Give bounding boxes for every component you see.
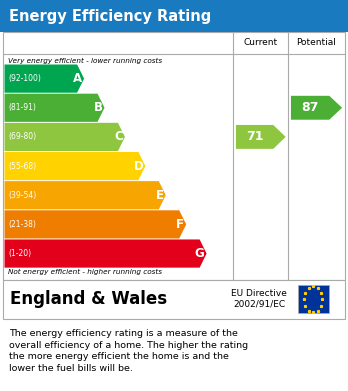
Polygon shape xyxy=(5,94,104,122)
Text: D: D xyxy=(134,160,143,172)
Text: (92-100): (92-100) xyxy=(9,74,41,83)
Bar xyxy=(3,280,345,319)
Text: Current: Current xyxy=(244,38,278,47)
Text: A: A xyxy=(73,72,82,85)
Polygon shape xyxy=(291,96,342,120)
Text: (81-91): (81-91) xyxy=(9,103,37,112)
Text: England & Wales: England & Wales xyxy=(10,290,168,308)
Text: G: G xyxy=(195,247,205,260)
Bar xyxy=(298,285,329,313)
Bar xyxy=(0,0,348,32)
Polygon shape xyxy=(5,181,166,209)
Text: (69-80): (69-80) xyxy=(9,133,37,142)
Text: (1-20): (1-20) xyxy=(9,249,32,258)
Polygon shape xyxy=(5,123,125,151)
Polygon shape xyxy=(5,65,84,93)
Text: Very energy efficient - lower running costs: Very energy efficient - lower running co… xyxy=(8,58,162,65)
Polygon shape xyxy=(5,152,145,180)
Text: C: C xyxy=(114,131,123,143)
Text: 87: 87 xyxy=(302,101,319,114)
Text: E: E xyxy=(156,189,164,202)
Text: (55-68): (55-68) xyxy=(9,161,37,170)
Text: (39-54): (39-54) xyxy=(9,191,37,200)
Text: Not energy efficient - higher running costs: Not energy efficient - higher running co… xyxy=(8,269,162,275)
Polygon shape xyxy=(5,239,207,268)
Text: The energy efficiency rating is a measure of the
overall efficiency of a home. T: The energy efficiency rating is a measur… xyxy=(9,329,248,373)
Text: (21-38): (21-38) xyxy=(9,220,37,229)
Polygon shape xyxy=(5,210,186,239)
Text: EU Directive
2002/91/EC: EU Directive 2002/91/EC xyxy=(231,289,287,309)
Text: B: B xyxy=(93,101,102,114)
Text: F: F xyxy=(176,218,184,231)
Bar xyxy=(3,32,345,280)
Text: Potential: Potential xyxy=(296,38,336,47)
Text: 71: 71 xyxy=(246,131,263,143)
Text: Energy Efficiency Rating: Energy Efficiency Rating xyxy=(9,9,211,23)
Polygon shape xyxy=(236,125,286,149)
